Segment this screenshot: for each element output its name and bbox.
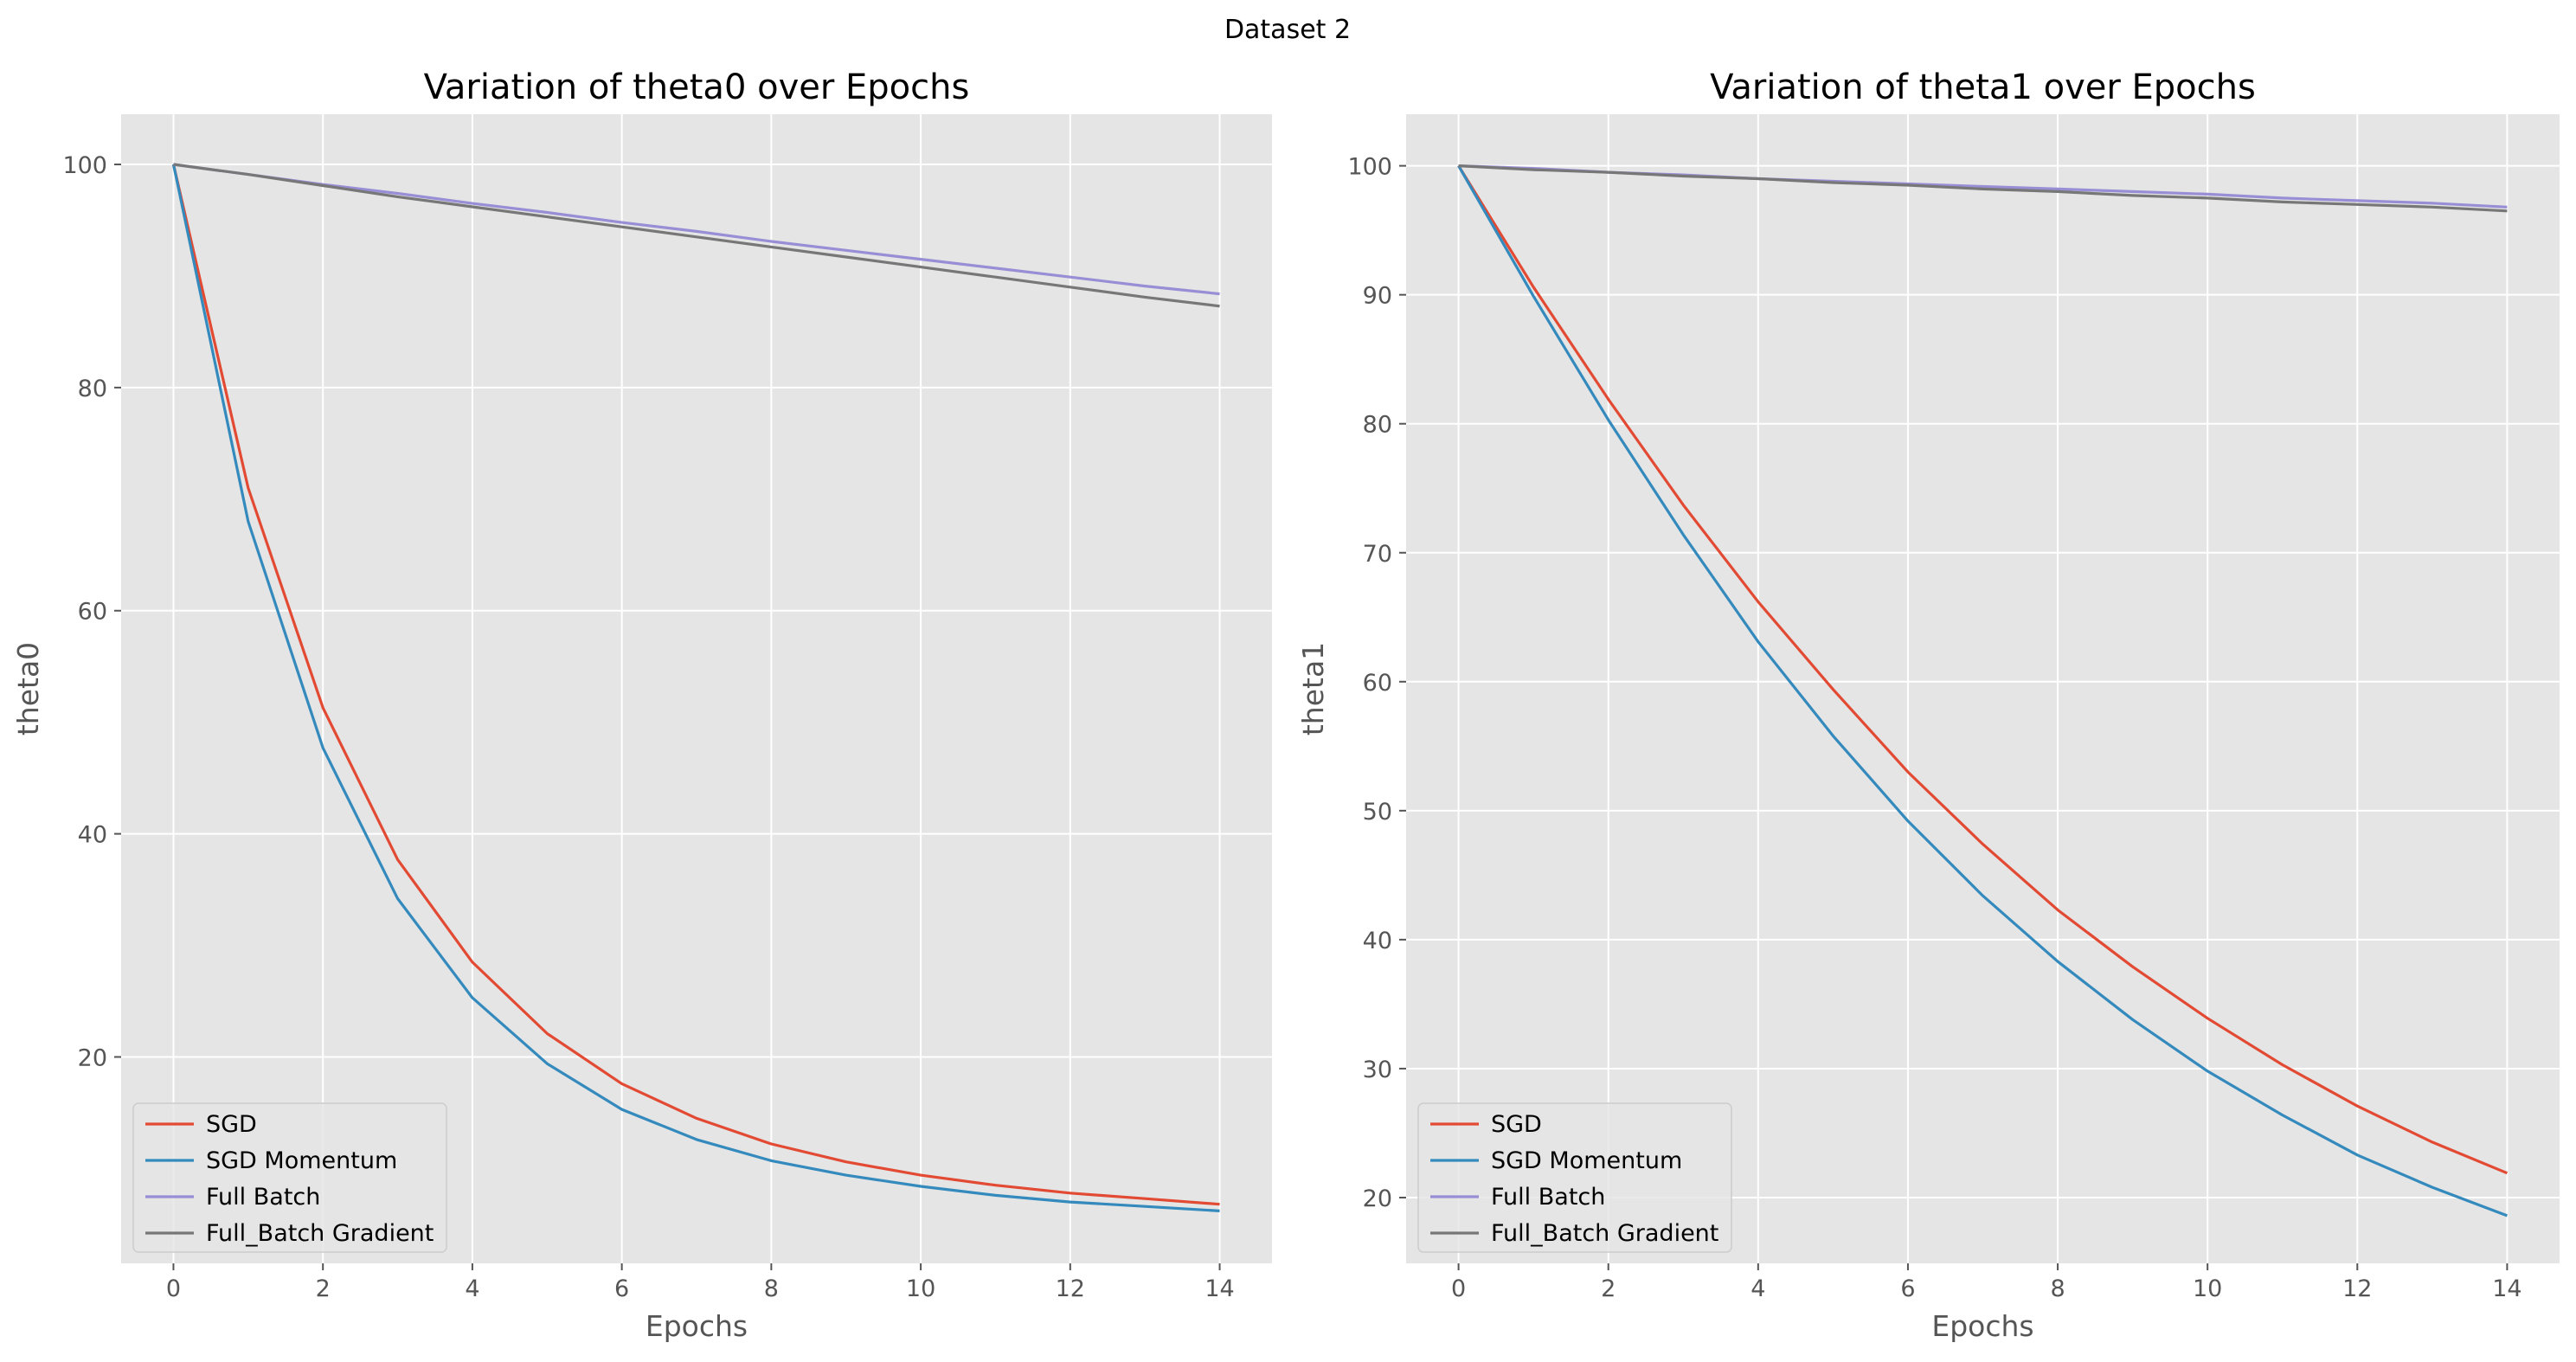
x-tick-label: 14 <box>2492 1275 2521 1302</box>
y-axis-label: theta1 <box>1296 642 1330 736</box>
legend-label: Full_Batch Gradient <box>1491 1220 1718 1247</box>
legend-label: SGD Momentum <box>1491 1147 1682 1174</box>
y-tick-label: 70 <box>1363 541 1392 568</box>
x-tick-label: 8 <box>764 1275 779 1302</box>
y-tick-label: 40 <box>1363 928 1392 954</box>
x-tick-label: 8 <box>2050 1275 2065 1302</box>
y-tick-label: 20 <box>1363 1185 1392 1212</box>
series-line-full-batch <box>173 163 1220 296</box>
y-tick-label: 30 <box>1363 1057 1392 1083</box>
x-tick-label: 10 <box>906 1275 935 1302</box>
y-tick-label: 60 <box>78 599 107 626</box>
plot-area <box>121 114 1272 1263</box>
x-tick-label: 4 <box>465 1275 479 1302</box>
x-tick-label: 4 <box>1751 1275 1765 1302</box>
x-tick-label: 10 <box>2193 1275 2222 1302</box>
x-tick-label: 6 <box>1900 1275 1915 1302</box>
y-tick-label: 50 <box>1363 799 1392 826</box>
legend-box <box>132 1102 447 1253</box>
y-tick-label: 40 <box>78 822 107 849</box>
x-tick-label: 0 <box>166 1275 181 1302</box>
y-tick-label: 100 <box>1347 154 1392 181</box>
x-tick-label: 14 <box>1204 1275 1234 1302</box>
y-tick-label: 90 <box>1363 283 1392 310</box>
series-line-sgd-momentum <box>171 164 1220 1212</box>
y-tick-label: 100 <box>62 152 107 179</box>
y-tick-label: 80 <box>78 376 107 402</box>
x-tick-label: 2 <box>1601 1275 1616 1302</box>
series-line-full-batch-gradient <box>173 163 1220 308</box>
legend-label: SGD <box>1491 1111 1542 1138</box>
x-tick-label: 6 <box>614 1275 629 1302</box>
legend-label: Full Batch <box>206 1184 320 1211</box>
x-tick-label: 12 <box>2342 1275 2372 1302</box>
x-axis-label: Epochs <box>1931 1309 2033 1343</box>
figure-suptitle: Dataset 2 <box>1224 15 1351 45</box>
subplot-theta1: 0 2 4 6 8 10 12 14 20 30 40 50 60 70 80 90 100 Variation … <box>1296 67 2560 1343</box>
series-line-sgd <box>1457 164 2509 1175</box>
x-tick-label: 2 <box>316 1275 331 1302</box>
subplot-title: Variation of theta0 over Epochs <box>424 67 970 107</box>
legend-label: Full Batch <box>1491 1184 1605 1211</box>
legend-label: SGD <box>206 1111 257 1138</box>
x-tick-label: 12 <box>1056 1275 1085 1302</box>
legend-label: SGD Momentum <box>206 1147 397 1174</box>
y-axis-label: theta0 <box>11 642 45 736</box>
legend-label: Full_Batch Gradient <box>206 1220 434 1247</box>
series-line-full-batch-gradient <box>1458 164 2508 213</box>
plot-area <box>1406 114 2560 1263</box>
series-line-sgd-momentum <box>1457 164 2508 1217</box>
subplot-theta0: 0 2 4 6 8 10 12 14 20 40 60 80 100 Variation of theta… <box>11 67 1272 1343</box>
series-line-sgd <box>171 164 1220 1206</box>
x-axis-label: Epochs <box>646 1309 748 1343</box>
legend-box <box>1417 1102 1732 1253</box>
y-tick-label: 20 <box>78 1044 107 1071</box>
y-tick-label: 60 <box>1363 670 1392 697</box>
subplot-title: Variation of theta1 over Epochs <box>1710 67 2256 107</box>
y-tick-label: 80 <box>1363 412 1392 439</box>
x-tick-label: 0 <box>1451 1275 1466 1302</box>
